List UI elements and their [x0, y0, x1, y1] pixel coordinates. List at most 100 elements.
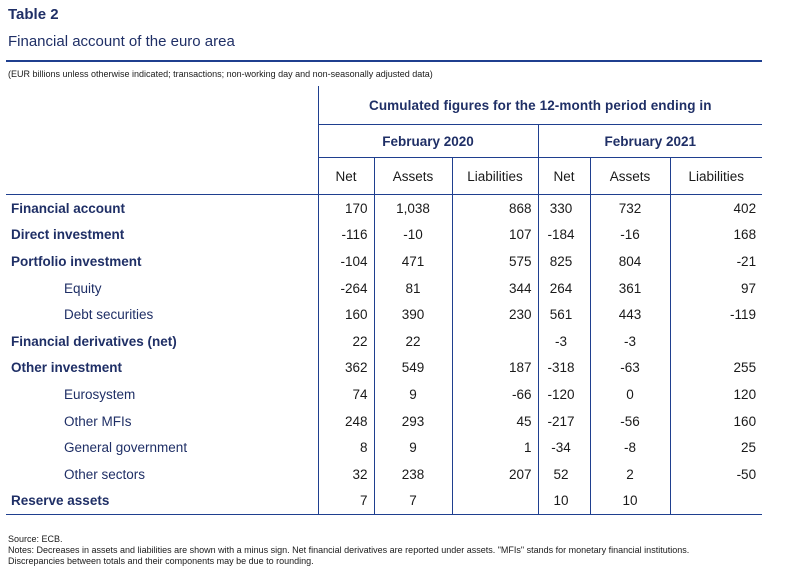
table-cell: -34: [537, 434, 590, 461]
table-cell: [451, 487, 538, 516]
footnotes: Notes: Decreases in assets and liabiliti…: [8, 545, 778, 567]
table-cell: 264: [537, 274, 590, 302]
row-label: Debt securities: [64, 307, 154, 323]
table-cell: -217: [537, 407, 590, 435]
table-cell: 168: [669, 221, 763, 249]
column-header-liabilities: Liabilities: [451, 157, 538, 195]
table-cell: 10: [589, 487, 670, 516]
table-cell: -3: [589, 327, 670, 355]
row-label: Other MFIs: [64, 413, 132, 429]
table-cell: 471: [373, 248, 452, 275]
table-cell: 443: [589, 301, 670, 328]
table-cell: -119: [669, 301, 763, 328]
row-label: Direct investment: [11, 227, 125, 243]
table-cell: 1: [451, 434, 538, 461]
table-cell: 187: [451, 354, 538, 382]
table-cell: -318: [537, 354, 590, 382]
table-cell: -264: [317, 274, 374, 302]
table-cell: 238: [373, 460, 452, 488]
table-cell: 7: [317, 487, 374, 516]
table-cell: -104: [317, 248, 374, 275]
table-cell: 2: [589, 460, 670, 488]
table-row: Equity -264 81 344 264 361 97: [6, 274, 763, 302]
table-row: Reserve assets 7 7 10 10: [6, 487, 763, 516]
row-label: Financial account: [11, 200, 126, 216]
row-label: Other investment: [11, 360, 123, 376]
table-cell: 0: [589, 381, 670, 408]
row-label: Financial derivatives (net): [11, 333, 177, 349]
table-cell: -56: [589, 407, 670, 435]
table-cell: 549: [373, 354, 452, 382]
table-cell: 825: [537, 248, 590, 275]
table-cell: -116: [317, 221, 374, 249]
table-row: Portfolio investment -104 471 575 825 804 -21: [6, 248, 763, 275]
table-title: Table 2: [8, 6, 59, 23]
table-cell: 8: [317, 434, 374, 461]
table-cell: -16: [589, 221, 670, 249]
table-cell: 107: [451, 221, 538, 249]
table-subtitle: Financial account of the euro area: [8, 33, 235, 50]
row-label: General government: [64, 440, 188, 456]
table-cell: 7: [373, 487, 452, 516]
table-cell: 344: [451, 274, 538, 302]
table-row: Direct investment -116 -10 107 -184 -16 168: [6, 221, 763, 249]
table-cell: 9: [373, 434, 452, 461]
period-header-2021: February 2021: [537, 124, 763, 158]
top-rule: [6, 60, 762, 62]
financial-account-table: Cumulated figures for the 12-month perio…: [6, 86, 763, 516]
table-cell: -63: [589, 354, 670, 382]
row-label: Portfolio investment: [11, 253, 142, 269]
table-cell: -66: [451, 381, 538, 408]
row-label: Eurosystem: [64, 386, 136, 402]
table-cell: 561: [537, 301, 590, 328]
table-cell: 293: [373, 407, 452, 435]
table-row: Financial account 170 1,038 868 330 732 402: [6, 194, 763, 222]
table-cell: 52: [537, 460, 590, 488]
table-cell: [669, 327, 763, 355]
table-cell: 22: [373, 327, 452, 355]
table-cell: 160: [669, 407, 763, 435]
table-row: Financial derivatives (net) 22 22 -3 -3: [6, 327, 763, 355]
footnote-line: Notes: Decreases in assets and liabiliti…: [8, 545, 690, 555]
table-cell: [451, 327, 538, 355]
cumulated-header: Cumulated figures for the 12-month perio…: [317, 86, 763, 125]
table-cell: 45: [451, 407, 538, 435]
table-cell: 402: [669, 194, 763, 222]
row-label: Equity: [64, 280, 102, 296]
table-cell: -120: [537, 381, 590, 408]
table-cell: 575: [451, 248, 538, 275]
row-label: Reserve assets: [6, 487, 318, 516]
table-cell: 25: [669, 434, 763, 461]
column-header-assets: Assets: [589, 157, 670, 195]
table-row: Other sectors 32 238 207 52 2 -50: [6, 460, 763, 488]
table-cell: 868: [451, 194, 538, 222]
table-cell: 97: [669, 274, 763, 302]
table-cell: 330: [537, 194, 590, 222]
table-cell: 160: [317, 301, 374, 328]
column-header-assets: Assets: [373, 157, 452, 195]
table-cell: 74: [317, 381, 374, 408]
table-cell: -10: [373, 221, 452, 249]
table-row: General government 8 9 1 -34 -8 25: [6, 434, 763, 461]
table-row: Debt securities 160 390 230 561 443 -119: [6, 301, 763, 328]
table-cell: 361: [589, 274, 670, 302]
table-cell: 248: [317, 407, 374, 435]
table-cell: -8: [589, 434, 670, 461]
column-header-net: Net: [537, 157, 590, 195]
table-cell: 207: [451, 460, 538, 488]
table-cell: 732: [589, 194, 670, 222]
column-header-net: Net: [317, 157, 374, 195]
table-cell: 22: [317, 327, 374, 355]
source-note: Source: ECB.: [8, 534, 63, 544]
table-row: Eurosystem 74 9 -66 -120 0 120: [6, 381, 763, 408]
table-cell: 804: [589, 248, 670, 275]
unit-note: (EUR billions unless otherwise indicated…: [8, 69, 433, 79]
table-cell: -184: [537, 221, 590, 249]
table-cell: 10: [537, 487, 590, 516]
table-row: Other investment 362 549 187 -318 -63 255: [6, 354, 763, 382]
table-cell: 362: [317, 354, 374, 382]
period-header-2020: February 2020: [317, 124, 538, 158]
table-cell: 32: [317, 460, 374, 488]
row-label: Other sectors: [64, 466, 146, 482]
table-cell: 170: [317, 194, 374, 222]
